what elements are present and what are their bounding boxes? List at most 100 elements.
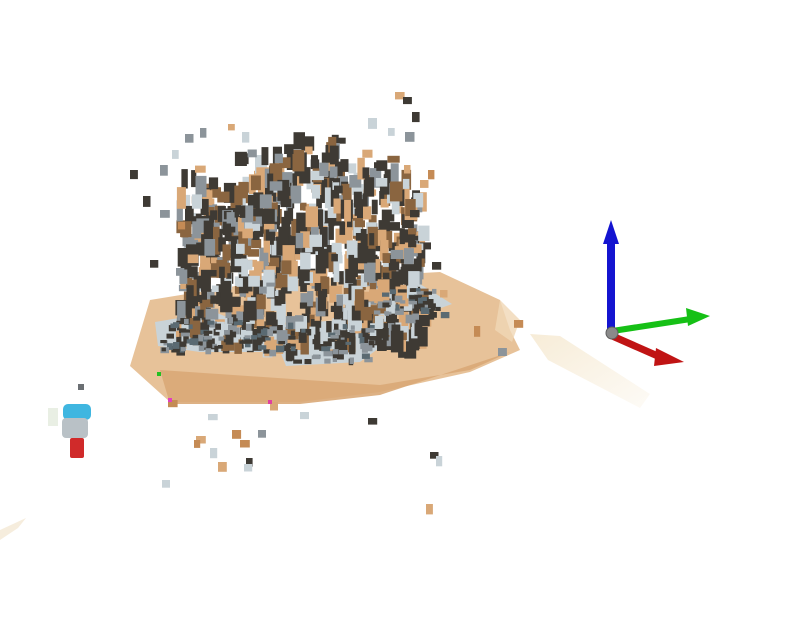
- voxel: [389, 254, 397, 267]
- voxel: [196, 242, 205, 256]
- voxel: [191, 194, 202, 209]
- voxel: [235, 204, 241, 215]
- voxel: [322, 289, 328, 298]
- voxel: [217, 206, 226, 222]
- voxel: [279, 291, 286, 304]
- scattered-voxels: [130, 92, 524, 515]
- voxel: [355, 233, 364, 241]
- axes-origin: [605, 326, 619, 340]
- voxel: [312, 184, 321, 199]
- voxel: [348, 257, 358, 277]
- mat-square: [361, 345, 368, 353]
- voxel: [208, 177, 219, 190]
- scatter-voxel: [208, 414, 218, 421]
- voxel: [224, 272, 232, 290]
- voxel: [418, 225, 430, 241]
- voxel: [256, 294, 266, 310]
- voxel: [383, 174, 395, 185]
- voxel: [271, 273, 282, 289]
- voxel: [357, 157, 365, 180]
- voxel: [213, 328, 220, 336]
- mat-square: [420, 307, 430, 314]
- voxel: [362, 167, 370, 179]
- mat-square: [233, 318, 238, 322]
- mat-square: [244, 339, 253, 344]
- voxel: [221, 337, 229, 352]
- mat-square: [426, 299, 434, 305]
- mat-square: [360, 343, 369, 350]
- voxel: [410, 244, 422, 254]
- voxel: [365, 248, 376, 270]
- voxel: [295, 315, 304, 322]
- voxel: [340, 159, 349, 172]
- mat-square: [218, 345, 223, 349]
- mat-square: [359, 337, 365, 344]
- voxel: [363, 177, 375, 197]
- voxel: [241, 258, 248, 277]
- mat-square: [361, 353, 370, 359]
- mat-square: [373, 310, 381, 315]
- mat-square: [339, 350, 348, 355]
- mat-square: [421, 297, 427, 301]
- voxel: [227, 296, 241, 307]
- voxel: [203, 220, 214, 241]
- scatter-voxel: [246, 458, 253, 467]
- mat-square: [431, 306, 436, 311]
- voxel: [239, 205, 246, 218]
- scatter-voxel: [430, 452, 439, 459]
- mat-square: [395, 304, 400, 311]
- voxel: [300, 252, 311, 270]
- voxel: [390, 249, 404, 259]
- voxel: [384, 169, 394, 178]
- axes-gizmo[interactable]: [603, 220, 710, 366]
- voxel: [382, 328, 389, 341]
- scatter-voxel: [426, 504, 433, 515]
- voxel: [269, 257, 280, 268]
- voxel: [225, 335, 234, 345]
- voxel: [370, 329, 384, 339]
- mat-square: [181, 347, 186, 352]
- voxel: [391, 192, 400, 215]
- voxel: [345, 293, 355, 311]
- voxel: [222, 221, 231, 236]
- mat-square: [193, 316, 201, 321]
- voxel: [360, 306, 372, 321]
- voxel: [331, 254, 338, 262]
- scatter-voxel: [403, 97, 412, 105]
- scatter-voxel: [368, 418, 378, 425]
- voxel: [213, 226, 220, 241]
- mat-square: [332, 358, 337, 362]
- voxel: [229, 265, 242, 273]
- voxel: [252, 195, 263, 216]
- voxel: [185, 278, 193, 288]
- mat-square: [337, 329, 342, 337]
- voxel: [271, 325, 283, 334]
- mat-square: [166, 333, 174, 339]
- mat-square: [287, 343, 296, 348]
- mat-square: [304, 359, 312, 365]
- voxel: [274, 296, 282, 306]
- mat-square: [350, 325, 355, 330]
- scatter-voxel: [258, 430, 266, 438]
- mat-square: [428, 303, 436, 308]
- voxel: [210, 210, 218, 220]
- scatter-voxel: [168, 400, 178, 408]
- mat-square: [203, 330, 213, 334]
- mat-square: [251, 335, 257, 340]
- mat-square: [334, 323, 339, 330]
- voxel: [354, 220, 365, 228]
- mat-square: [349, 357, 354, 364]
- mat-square: [288, 335, 296, 340]
- mat-square: [435, 306, 441, 311]
- mat-square: [366, 345, 373, 352]
- mat-square: [276, 345, 285, 353]
- voxel: [318, 248, 330, 269]
- mat-square: [290, 330, 295, 336]
- voxel: [200, 198, 209, 216]
- voxel: [290, 185, 302, 204]
- voxel: [309, 234, 322, 247]
- voxel: [311, 170, 324, 181]
- mat-square: [312, 339, 317, 345]
